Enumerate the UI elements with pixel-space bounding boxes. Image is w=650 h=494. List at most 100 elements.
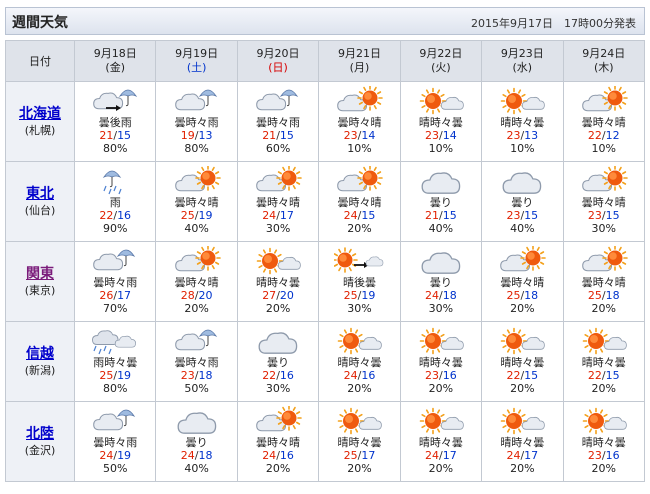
precip-probability: 30% [591,222,616,235]
temp-separator: / [113,449,118,462]
temperature: 23/14 [401,129,481,142]
precip-probability: 30% [428,302,454,315]
cloud-sun-icon [579,86,629,116]
forecast-cell[interactable]: 曇り 22/16 30% [236,321,320,402]
sun-then-cloud-icon [334,246,384,276]
forecast-cell[interactable]: 晴時々曇 24/17 20% [481,401,564,482]
temp-separator: / [439,449,443,462]
weather-text: 曇時々晴 [256,196,301,209]
published-time: 2015年9月17日 17時00分発表 [471,17,636,30]
cloud-sun-icon [334,86,384,116]
region-link[interactable]: 北陸 [26,425,54,442]
forecast-cell[interactable]: 晴時々曇 24/16 20% [318,321,401,402]
temperature: 25/19 [319,289,399,302]
forecast-cell[interactable]: 曇り 21/15 40% [399,161,483,242]
day-weekday: (月) [349,61,370,74]
temperature: 23/16 [401,369,481,382]
forecast-cell[interactable]: 晴時々曇 27/20 20% [236,241,320,322]
temp-separator: / [601,369,606,382]
temperature: 23/14 [319,129,399,142]
region-row: 東北 (仙台) 雨 22/16 90% 曇時々晴 25/19 40% 曇時々晴 … [5,161,646,242]
forecast-cell[interactable]: 晴後曇 25/19 30% [318,241,401,322]
temperature: 25/19 [156,209,236,222]
temperature: 24/17 [238,209,318,222]
precip-probability: 30% [265,382,291,395]
forecast-cell[interactable]: 曇時々晴 23/14 10% [318,81,401,162]
forecast-cell[interactable]: 曇時々雨 24/19 50% [73,401,157,482]
forecast-cell[interactable]: 晴時々曇 23/16 20% [562,401,646,482]
region-link[interactable]: 北海道 [19,105,61,122]
forecast-cell[interactable]: 晴時々曇 23/13 10% [481,81,564,162]
max-temp: 23 [425,129,440,142]
forecast-cell[interactable]: 雨 22/16 90% [73,161,157,242]
forecast-cell[interactable]: 晴時々曇 24/17 20% [399,401,483,482]
forecast-cell[interactable]: 晴時々曇 22/15 20% [481,321,564,402]
temp-separator: / [439,129,443,142]
temp-separator: / [276,449,280,462]
temperature: 25/18 [564,289,644,302]
max-temp: 24 [343,209,358,222]
weather-text: 曇時々雨 [174,356,219,369]
max-temp: 24 [425,289,440,302]
cloud-sun-icon [579,166,629,196]
temp-separator: / [194,289,199,302]
forecast-cell[interactable]: 曇時々晴 25/18 20% [481,241,564,322]
min-temp: 15 [117,129,132,142]
forecast-cell[interactable]: 晴時々曇 23/14 10% [399,81,483,162]
forecast-cell[interactable]: 曇時々晴 22/12 10% [562,81,646,162]
min-temp: 20 [279,289,294,302]
weather-text: 晴時々曇 [500,356,545,369]
forecast-cell[interactable]: 晴時々曇 22/15 20% [562,321,646,402]
forecast-cell[interactable]: 曇時々晴 23/15 30% [562,161,646,242]
forecast-cell[interactable]: 曇時々雨 19/13 80% [155,81,238,162]
page-title: 週間天気 [12,15,68,31]
min-temp: 14 [442,129,457,142]
forecast-cell[interactable]: 曇り 24/18 40% [155,401,238,482]
forecast-cell[interactable]: 曇時々雨 21/15 60% [236,81,320,162]
precip-probability: 30% [265,222,291,235]
region-link[interactable]: 東北 [26,185,54,202]
temp-separator: / [520,289,525,302]
forecast-cell[interactable]: 曇り 23/15 40% [481,161,564,242]
temp-separator: / [520,129,525,142]
temperature: 23/18 [156,369,236,382]
forecast-cell[interactable]: 晴時々曇 25/17 20% [318,401,401,482]
day-date: 9月21日 [337,47,381,60]
weather-text: 曇時々晴 [174,196,219,209]
forecast-cell[interactable]: 曇時々雨 26/17 70% [73,241,157,322]
min-temp: 15 [605,209,620,222]
min-temp: 14 [361,129,376,142]
rain-cloud-icon [90,326,140,356]
temp-separator: / [357,129,362,142]
forecast-cell[interactable]: 曇時々雨 23/18 50% [155,321,238,402]
rain-icon [90,166,140,196]
temperature: 24/15 [319,209,399,222]
temperature: 28/20 [156,289,236,302]
min-temp: 15 [524,209,539,222]
region-link[interactable]: 信越 [26,345,54,362]
min-temp: 16 [605,449,620,462]
precip-probability: 40% [184,222,209,235]
forecast-cell[interactable]: 曇時々晴 24/17 30% [236,161,320,242]
temp-separator: / [601,289,606,302]
min-temp: 16 [279,449,294,462]
max-temp: 24 [262,449,277,462]
forecast-cell[interactable]: 雨時々曇 25/19 80% [73,321,157,402]
forecast-cell[interactable]: 曇後雨 21/15 80% [73,81,157,162]
weather-text: 曇時々晴 [337,196,382,209]
min-temp: 18 [605,289,620,302]
weather-text: 曇時々晴 [581,196,626,209]
forecast-cell[interactable]: 曇時々晴 25/18 20% [562,241,646,322]
page-header: 週間天気 2015年9月17日 17時00分発表 [5,7,645,35]
forecast-cell[interactable]: 曇時々晴 24/15 20% [318,161,401,242]
temperature: 22/15 [482,369,562,382]
forecast-cell[interactable]: 曇時々晴 25/19 40% [155,161,238,242]
region-link[interactable]: 関東 [26,265,54,282]
min-temp: 16 [279,369,294,382]
forecast-cell[interactable]: 曇り 24/18 30% [399,241,483,322]
forecast-cell[interactable]: 曇時々晴 24/16 20% [236,401,320,482]
temperature: 24/16 [319,369,399,382]
forecast-cell[interactable]: 曇時々晴 28/20 20% [155,241,238,322]
forecast-cell[interactable]: 晴時々曇 23/16 20% [399,321,483,402]
region-row: 北海道 (札幌) 曇後雨 21/15 80% 曇時々雨 19/13 80% 曇時… [5,81,646,162]
